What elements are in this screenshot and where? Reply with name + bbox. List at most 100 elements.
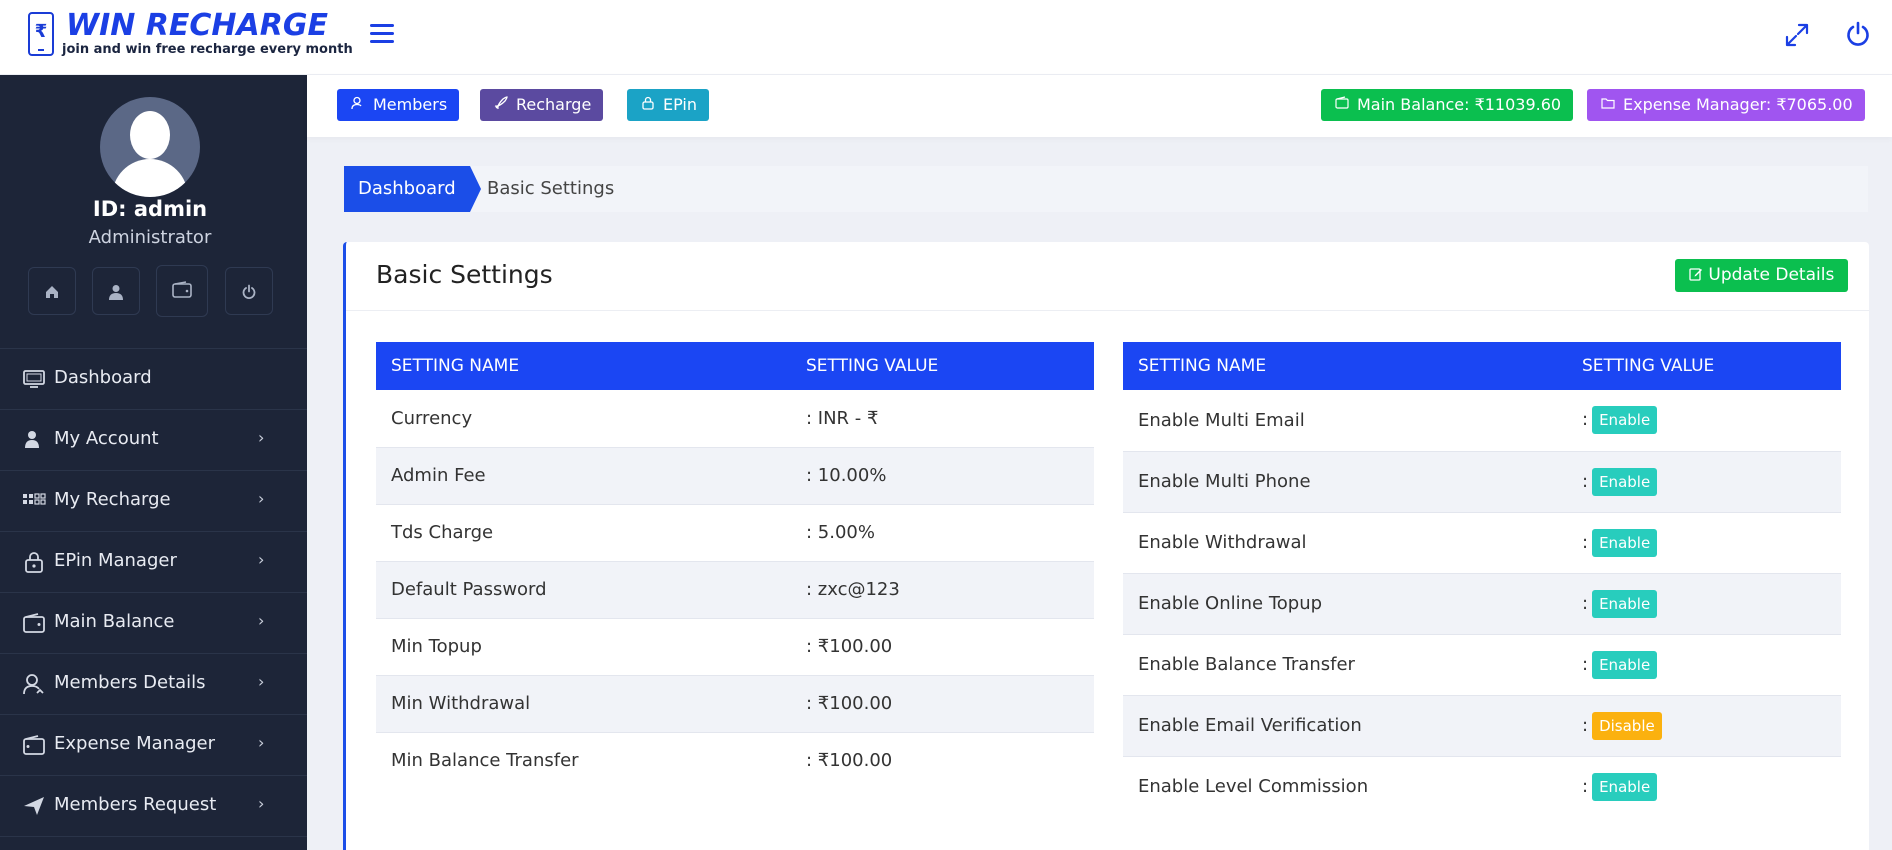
sidebar-item-label: Members Request	[54, 794, 217, 815]
value-prefix: :	[1582, 592, 1589, 614]
breadcrumb-current: Basic Settings	[487, 178, 615, 199]
table-row: Currency: INR - ₹	[376, 390, 1094, 448]
user-icon[interactable]	[92, 267, 140, 315]
status-badge: Enable	[1592, 467, 1658, 496]
phone-rupee-icon: ₹	[28, 12, 54, 56]
setting-name: Enable Online Topup	[1123, 573, 1567, 635]
chevron-right-icon: ›	[258, 550, 265, 569]
home-icon[interactable]	[28, 267, 76, 315]
setting-name: Currency	[376, 390, 791, 448]
setting-name: Tds Charge	[376, 504, 791, 562]
setting-value: : Disable	[1567, 695, 1841, 757]
recharge-button[interactable]: Recharge	[480, 89, 604, 121]
value-prefix: :	[1582, 531, 1589, 553]
sidebar-item-label: My Account	[54, 428, 159, 449]
send-icon	[22, 794, 46, 818]
setting-value: : 5.00%	[791, 504, 1094, 562]
setting-name: Min Topup	[376, 618, 791, 676]
table-row: Enable Multi Email: Enable	[1123, 390, 1841, 452]
sidebar-item-dashboard[interactable]: Dashboard	[0, 349, 307, 410]
setting-value: : Enable	[1567, 756, 1841, 817]
table-row: Default Password: zxc@123	[376, 561, 1094, 619]
table-row: Min Topup: ₹100.00	[376, 618, 1094, 676]
epin-label: EPin	[663, 95, 697, 114]
setting-value: : 10.00%	[791, 447, 1094, 505]
main-balance-button[interactable]: Main Balance: ₹11039.60	[1321, 89, 1574, 122]
menu-toggle-icon[interactable]	[370, 24, 394, 46]
wallet-icon[interactable]	[156, 265, 208, 317]
grid-icon	[22, 489, 46, 513]
users-icon	[22, 672, 46, 696]
feature-toggles-table: SETTING NAME SETTING VALUE Enable Multi …	[1123, 342, 1841, 817]
fullscreen-icon[interactable]	[1784, 22, 1810, 48]
sidebar-item-main-balance[interactable]: Main Balance ›	[0, 593, 307, 654]
column-header: SETTING VALUE	[1567, 342, 1841, 390]
value-prefix: :	[1582, 775, 1589, 797]
table-row: Enable Multi Phone: Enable	[1123, 451, 1841, 513]
column-header: SETTING NAME	[376, 342, 791, 390]
sidebar-item-label: EPin Manager	[54, 550, 177, 571]
sidebar-divider	[0, 348, 307, 349]
users-icon	[351, 90, 365, 122]
sidebar-item-my-recharge[interactable]: My Recharge ›	[0, 471, 307, 532]
sidebar-item-expense-manager[interactable]: Expense Manager ›	[0, 715, 307, 776]
edit-icon	[1689, 265, 1708, 285]
setting-value: : Enable	[1567, 390, 1841, 452]
breadcrumb-dashboard[interactable]: Dashboard	[344, 166, 481, 212]
column-header: SETTING NAME	[1123, 342, 1567, 390]
logout-power-icon[interactable]	[1844, 20, 1872, 48]
setting-name: Enable Multi Phone	[1123, 451, 1567, 513]
recharge-label: Recharge	[516, 95, 592, 114]
setting-value: : INR - ₹	[791, 390, 1094, 448]
general-settings-table: SETTING NAME SETTING VALUE Currency: INR…	[376, 342, 1094, 789]
table-row: Enable Online Topup: Enable	[1123, 573, 1841, 635]
sidebar-item-my-account[interactable]: My Account ›	[0, 410, 307, 471]
setting-name: Enable Balance Transfer	[1123, 634, 1567, 696]
lock-icon	[641, 90, 655, 122]
table-row: Tds Charge: 5.00%	[376, 504, 1094, 562]
table-row: Enable Withdrawal: Enable	[1123, 512, 1841, 574]
lock-icon	[22, 550, 46, 574]
setting-value: : Enable	[1567, 634, 1841, 696]
status-badge: Enable	[1592, 589, 1658, 618]
expense-manager-button[interactable]: Expense Manager: ₹7065.00	[1587, 89, 1865, 121]
sidebar-item-members-details[interactable]: Members Details ›	[0, 654, 307, 715]
sidebar-item-members-request[interactable]: Members Request ›	[0, 776, 307, 837]
setting-name: Min Withdrawal	[376, 675, 791, 733]
top-header: ₹ WIN RECHARGE join and win free recharg…	[0, 0, 1892, 75]
settings-card: Basic Settings Update Details SETTING NA…	[343, 242, 1869, 850]
status-badge: Disable	[1592, 711, 1662, 740]
wallet-icon	[1335, 90, 1349, 122]
setting-name: Enable Withdrawal	[1123, 512, 1567, 574]
setting-name: Min Balance Transfer	[376, 732, 791, 789]
logo[interactable]: ₹ WIN RECHARGE join and win free recharg…	[28, 8, 353, 60]
setting-value: : Enable	[1567, 573, 1841, 635]
folder-icon	[1601, 90, 1615, 122]
setting-name: Default Password	[376, 561, 791, 619]
chevron-right-icon: ›	[258, 611, 265, 630]
power-icon[interactable]	[225, 267, 273, 315]
sidebar-item-epin-manager[interactable]: EPin Manager ›	[0, 532, 307, 593]
user-role: Administrator	[88, 227, 212, 248]
table-row: Min Balance Transfer: ₹100.00	[376, 732, 1094, 789]
wallet-icon	[22, 611, 46, 635]
sidebar-item-label: Members Details	[54, 672, 206, 693]
table-row: Admin Fee: 10.00%	[376, 447, 1094, 505]
update-details-button[interactable]: Update Details	[1675, 259, 1849, 292]
setting-name: Enable Multi Email	[1123, 390, 1567, 452]
status-badge: Enable	[1592, 406, 1658, 435]
main-balance-label: Main Balance: ₹11039.60	[1357, 95, 1562, 114]
status-badge: Enable	[1592, 650, 1658, 679]
setting-value: : Enable	[1567, 451, 1841, 513]
chevron-right-icon: ›	[258, 489, 265, 508]
update-details-label: Update Details	[1708, 265, 1835, 285]
table-row: Enable Level Commission: Enable	[1123, 756, 1841, 817]
card-divider	[346, 310, 1869, 311]
epin-button[interactable]: EPin	[627, 89, 709, 121]
sidebar-menu: Dashboard My Account › My Recharge › EPi…	[0, 349, 307, 837]
sidebar-item-label: Main Balance	[54, 611, 175, 632]
setting-value: : zxc@123	[791, 561, 1094, 619]
value-prefix: :	[1582, 470, 1589, 492]
members-button[interactable]: Members	[337, 89, 460, 122]
setting-name: Enable Level Commission	[1123, 756, 1567, 817]
